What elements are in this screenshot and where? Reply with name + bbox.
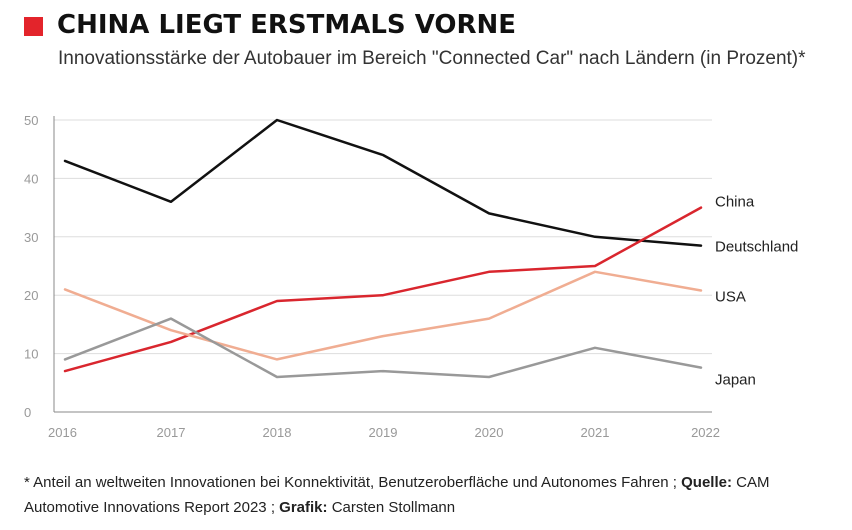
x-tick-label-2019: 2019 xyxy=(369,425,398,440)
chart-subtitle: Innovationsstärke der Autobauer im Berei… xyxy=(58,48,806,69)
series-lines xyxy=(63,118,703,379)
series-label-japan: Japan xyxy=(715,372,756,389)
x-tick-label-2016: 2016 xyxy=(48,425,77,440)
chart-title: CHINA LIEGT ERSTMALS VORNE xyxy=(57,10,517,40)
series-label-usa: USA xyxy=(715,289,746,306)
y-tick-label-10: 10 xyxy=(24,347,38,362)
x-tick-label-2022: 2022 xyxy=(691,425,720,440)
series-labels: Deutschland China USA Japan xyxy=(715,194,798,389)
footnote-note: * Anteil an weltweiten Innovationen bei … xyxy=(24,474,677,491)
title-accent-square xyxy=(24,16,43,36)
title-row: CHINA LIEGT ERSTMALS VORNE xyxy=(24,10,516,40)
footnote-source-label: Quelle: xyxy=(681,474,732,491)
y-tick-label-0: 0 xyxy=(24,405,31,420)
y-tick-label-20: 20 xyxy=(24,288,38,303)
footnote-source-text: CAM Automotive Innovations Report 2023 ; xyxy=(24,474,770,516)
x-tick-label-2017: 2017 xyxy=(157,425,186,440)
x-tick-label-2020: 2020 xyxy=(475,425,504,440)
series-line-china xyxy=(63,206,703,373)
footnote: * Anteil an weltweiten Innovationen bei … xyxy=(24,470,824,520)
y-tick-label-30: 30 xyxy=(24,230,38,245)
x-tick-label-2021: 2021 xyxy=(581,425,610,440)
series-line-japan xyxy=(63,317,703,379)
series-label-deutschland: Deutschland xyxy=(715,239,798,256)
series-line-usa xyxy=(63,270,703,361)
y-tick-label-40: 40 xyxy=(24,171,38,186)
x-tick-label-2018: 2018 xyxy=(263,425,292,440)
y-tick-label-50: 50 xyxy=(24,113,38,128)
series-line-deutschland xyxy=(63,118,703,247)
axes: 0 10 20 30 40 50 2016 2017 2018 2019 2020 2021 2022 xyxy=(24,113,720,440)
footnote-credit-label: Grafik: xyxy=(279,499,328,516)
series-label-china: China xyxy=(715,194,755,211)
footnote-credit-text: Carsten Stollmann xyxy=(331,499,456,516)
